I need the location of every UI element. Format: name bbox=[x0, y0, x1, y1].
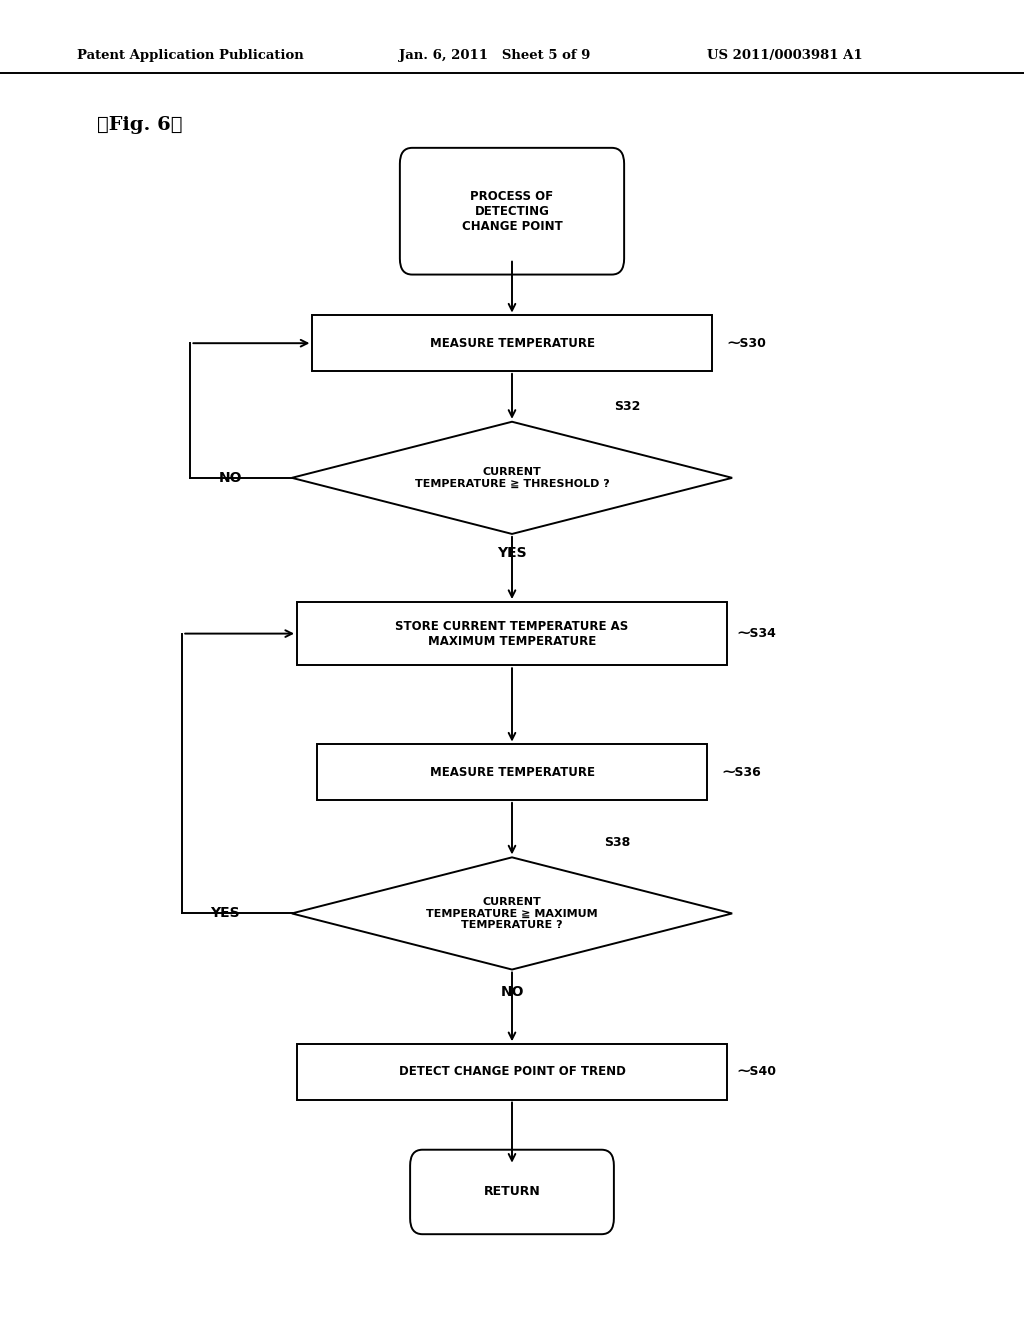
Text: ⁓S36: ⁓S36 bbox=[722, 766, 761, 779]
Text: CURRENT
TEMPERATURE ≧ MAXIMUM
TEMPERATURE ?: CURRENT TEMPERATURE ≧ MAXIMUM TEMPERATUR… bbox=[426, 896, 598, 931]
Polygon shape bbox=[292, 422, 732, 533]
Text: STORE CURRENT TEMPERATURE AS
MAXIMUM TEMPERATURE: STORE CURRENT TEMPERATURE AS MAXIMUM TEM… bbox=[395, 619, 629, 648]
Bar bbox=[297, 602, 727, 665]
FancyBboxPatch shape bbox=[410, 1150, 613, 1234]
FancyBboxPatch shape bbox=[399, 148, 624, 275]
Bar bbox=[312, 315, 712, 371]
Text: RETURN: RETURN bbox=[483, 1185, 541, 1199]
Text: NO: NO bbox=[219, 471, 242, 484]
Text: PROCESS OF
DETECTING
CHANGE POINT: PROCESS OF DETECTING CHANGE POINT bbox=[462, 190, 562, 232]
Text: CURRENT
TEMPERATURE ≧ THRESHOLD ?: CURRENT TEMPERATURE ≧ THRESHOLD ? bbox=[415, 467, 609, 488]
Text: MEASURE TEMPERATURE: MEASURE TEMPERATURE bbox=[429, 766, 595, 779]
Polygon shape bbox=[292, 858, 732, 969]
Text: ⁓S34: ⁓S34 bbox=[737, 627, 776, 640]
Text: DETECT CHANGE POINT OF TREND: DETECT CHANGE POINT OF TREND bbox=[398, 1065, 626, 1078]
Text: Patent Application Publication: Patent Application Publication bbox=[77, 49, 303, 62]
Bar bbox=[317, 744, 707, 800]
Text: S32: S32 bbox=[614, 400, 641, 413]
Text: S38: S38 bbox=[604, 836, 631, 849]
Text: YES: YES bbox=[211, 907, 240, 920]
Text: NO: NO bbox=[501, 985, 523, 999]
Text: Jan. 6, 2011   Sheet 5 of 9: Jan. 6, 2011 Sheet 5 of 9 bbox=[399, 49, 591, 62]
Text: MEASURE TEMPERATURE: MEASURE TEMPERATURE bbox=[429, 337, 595, 350]
Text: 『Fig. 6』: 『Fig. 6』 bbox=[97, 116, 182, 135]
Bar bbox=[297, 1044, 727, 1100]
Text: ⁓S40: ⁓S40 bbox=[737, 1065, 776, 1078]
Text: ⁓S30: ⁓S30 bbox=[727, 337, 766, 350]
Text: US 2011/0003981 A1: US 2011/0003981 A1 bbox=[707, 49, 862, 62]
Text: YES: YES bbox=[498, 546, 526, 561]
